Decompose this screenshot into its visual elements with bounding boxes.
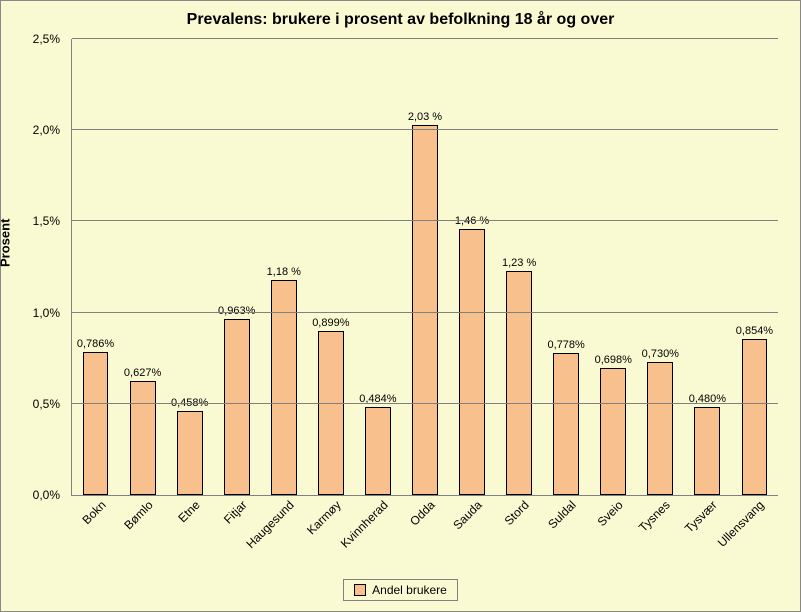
bar-slot: 0,730%Tysnes [637, 39, 684, 495]
y-tick-label: 0,5% [10, 397, 60, 411]
bar: 0,627% [130, 381, 156, 495]
x-tick-label: Suldal [545, 498, 578, 531]
x-tick-label: Karmøy [304, 498, 344, 538]
bar-slot: 0,698%Sveio [590, 39, 637, 495]
bar-value-label: 2,03 % [395, 111, 455, 123]
gridline [72, 38, 778, 39]
y-tick-label: 2,5% [10, 32, 60, 46]
plot-area: 0,786%Bokn0,627%Bømlo0,458%Etne0,963%Fit… [71, 39, 778, 496]
y-tick-label: 1,5% [10, 214, 60, 228]
bar-value-label: 0,786% [66, 338, 126, 350]
bar: 2,03 % [412, 125, 438, 495]
bar-slot: 1,18 %Haugesund [260, 39, 307, 495]
x-tick-label: Bokn [79, 498, 108, 527]
bar: 0,786% [83, 352, 109, 495]
x-tick-label: Fitjar [221, 498, 250, 527]
chart-title: Prevalens: brukere i prosent av befolkni… [1, 11, 800, 29]
legend-label: Andel brukere [372, 583, 447, 597]
bar-slot: 0,484%Kvinnherad [354, 39, 401, 495]
gridline [72, 312, 778, 313]
bar-slot: 0,627%Bømlo [119, 39, 166, 495]
bar: 1,23 % [506, 271, 532, 495]
bar-value-label: 0,730% [630, 348, 690, 360]
bar-slot: 0,480%Tysvær [684, 39, 731, 495]
bar-slot: 0,778%Suldal [543, 39, 590, 495]
x-tick-label: Stord [502, 498, 532, 528]
x-tick-label: Tysvær [682, 498, 720, 536]
chart-frame: Prevalens: brukere i prosent av befolkni… [0, 0, 801, 612]
bar-value-label: 0,627% [113, 367, 173, 379]
legend-item: Andel brukere [343, 579, 458, 601]
bar: 0,899% [318, 331, 344, 495]
x-tick-label: Etne [175, 498, 202, 525]
gridline [72, 403, 778, 404]
x-tick-label: Haugesund [243, 498, 296, 551]
bar: 0,854% [742, 339, 768, 495]
bar-slot: 0,899%Karmøy [307, 39, 354, 495]
bar: 0,730% [647, 362, 673, 495]
bar: 0,458% [177, 411, 203, 495]
bar-value-label: 0,899% [301, 317, 361, 329]
x-tick-label: Bømlo [121, 498, 155, 532]
y-tick-label: 0,0% [10, 488, 60, 502]
bar: 0,698% [600, 368, 626, 495]
bar: 0,484% [365, 407, 391, 495]
x-tick-label: Sauda [450, 498, 484, 532]
legend: Andel brukere [1, 579, 800, 601]
bar-value-label: 0,854% [724, 325, 784, 337]
bar-slot: 1,23 %Stord [496, 39, 543, 495]
x-tick-label: Odda [407, 498, 438, 529]
bar: 0,480% [694, 407, 720, 495]
x-tick-label: Ullensvang [715, 498, 767, 550]
legend-swatch [354, 584, 366, 596]
bar: 0,778% [553, 353, 579, 495]
bar: 0,963% [224, 319, 250, 495]
gridline [72, 129, 778, 130]
y-tick-label: 2,0% [10, 123, 60, 137]
y-tick-label: 1,0% [10, 306, 60, 320]
bar-slot: 0,786%Bokn [72, 39, 119, 495]
bar-value-label: 0,778% [536, 339, 596, 351]
x-tick-label: Sveio [595, 498, 626, 529]
bar-slot: 0,458%Etne [166, 39, 213, 495]
x-tick-label: Kvinnherad [338, 498, 391, 551]
bar-value-label: 1,23 % [489, 257, 549, 269]
bar-value-label: 1,18 % [254, 266, 314, 278]
bar-slot: 0,854%Ullensvang [731, 39, 778, 495]
bars-container: 0,786%Bokn0,627%Bømlo0,458%Etne0,963%Fit… [72, 39, 778, 495]
bar: 1,46 % [459, 229, 485, 495]
bar-slot: 2,03 %Odda [401, 39, 448, 495]
gridline [72, 220, 778, 221]
x-tick-label: Tysnes [636, 498, 673, 535]
